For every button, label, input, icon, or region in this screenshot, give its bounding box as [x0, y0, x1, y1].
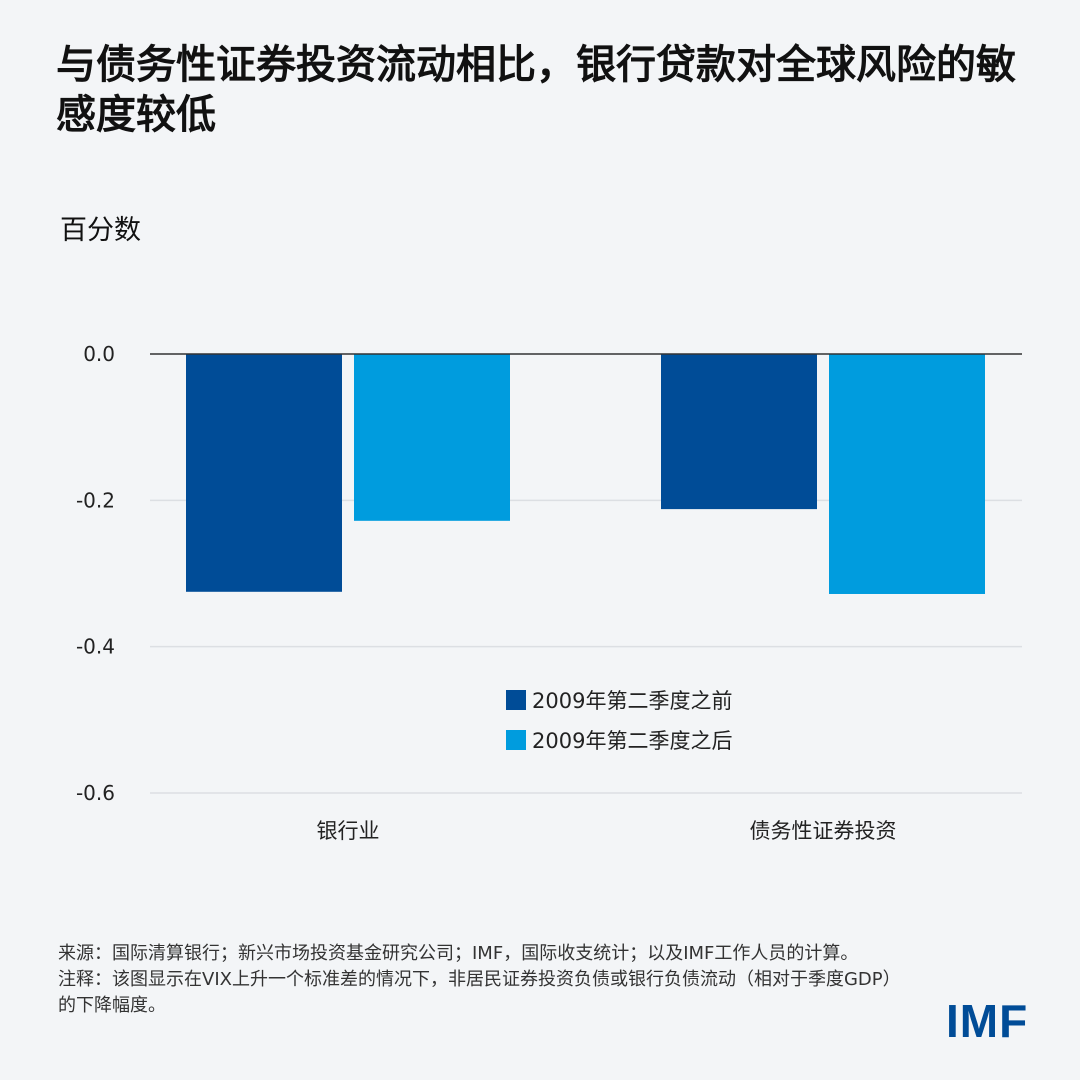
category-label: 银行业	[317, 819, 380, 843]
category-labels: 银行业 债务性证券投资	[317, 819, 897, 843]
legend-swatch-after	[506, 730, 526, 750]
footer-notes: 来源：国际清算银行；新兴市场投资基金研究公司；IMF，国际收支统计；以及IMF工…	[58, 941, 918, 1019]
bar	[661, 354, 817, 510]
legend-label-after: 2009年第二季度之后	[532, 729, 733, 753]
category-label: 债务性证券投资	[750, 819, 897, 843]
y-axis-label: 百分数	[60, 215, 141, 246]
bar-chart: 0.0 -0.2 -0.4 -0.6 银行业 债务性证券投资	[76, 342, 1022, 843]
legend-label-before: 2009年第二季度之前	[532, 689, 733, 713]
y-tick-label: -0.4	[76, 635, 115, 659]
legend: 2009年第二季度之前 2009年第二季度之后	[506, 680, 732, 760]
y-tick-labels: 0.0 -0.2 -0.4 -0.6	[76, 342, 115, 805]
imf-logo: IMF	[946, 995, 1029, 1047]
explanatory-note: 注释：该图显示在VIX上升一个标准差的情况下，非居民证券投资负债或银行负债流动（…	[58, 969, 901, 1016]
bar	[829, 354, 985, 594]
legend-swatch-before	[506, 690, 526, 710]
chart-title: 与债务性证券投资流动相比，银行贷款对全球风险的敏感度较低	[56, 42, 1016, 138]
legend-item-after: 2009年第二季度之后	[506, 720, 732, 760]
bar	[354, 354, 510, 521]
y-tick-label: -0.2	[76, 488, 115, 512]
y-tick-label: -0.6	[76, 781, 115, 805]
bar	[186, 354, 342, 592]
legend-item-before: 2009年第二季度之前	[506, 680, 732, 720]
y-tick-label: 0.0	[83, 342, 115, 366]
source-note: 来源：国际清算银行；新兴市场投资基金研究公司；IMF，国际收支统计；以及IMF工…	[58, 943, 859, 964]
bars	[186, 354, 985, 594]
